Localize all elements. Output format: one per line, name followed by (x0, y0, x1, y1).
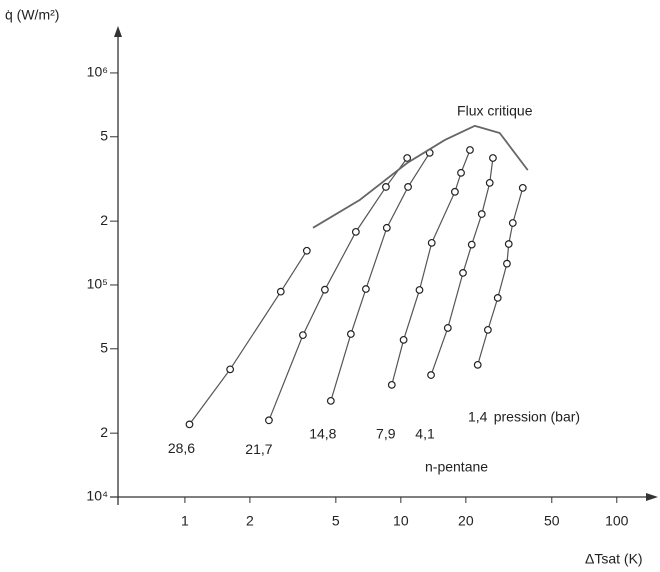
data-point (321, 285, 329, 294)
data-point (185, 420, 194, 429)
data-point (459, 269, 467, 277)
data-point (299, 331, 307, 340)
data-point (489, 154, 497, 162)
x-tick-label: 100 (605, 513, 629, 529)
y-tick-label: 5 (100, 127, 108, 143)
y-tick-label: 2 (100, 424, 108, 440)
y-axis-arrow (114, 26, 122, 37)
data-point (265, 416, 273, 425)
y-tick-label: 10⁶ (87, 64, 108, 80)
x-tick-label: 5 (332, 513, 340, 529)
x-tick-label: 10 (393, 513, 409, 529)
y-tick-label: 10⁵ (87, 276, 108, 292)
data-point (504, 240, 513, 248)
series-line (391, 149, 471, 386)
data-point (483, 325, 492, 334)
series-label: 21,7 (245, 441, 272, 457)
data-point (485, 178, 494, 187)
series-line (268, 157, 408, 421)
data-point (477, 210, 486, 218)
y-tick-label: 5 (100, 339, 108, 355)
data-point (326, 396, 335, 405)
data-point (508, 219, 517, 227)
series-line (312, 124, 529, 229)
x-tick-label: 20 (458, 513, 474, 529)
y-tick-label: 10⁴ (86, 488, 108, 504)
data-point (404, 183, 412, 191)
data-point (467, 240, 476, 249)
series-label: Flux critique (457, 103, 533, 119)
data-point (493, 293, 502, 302)
series-line (188, 250, 308, 425)
series-label: 4,1 (415, 426, 435, 442)
data-point (302, 246, 311, 255)
series-line (330, 152, 431, 402)
x-axis-arrow (646, 493, 658, 501)
data-point (443, 324, 452, 332)
data-point (427, 238, 436, 247)
data-point (427, 371, 435, 379)
data-point (351, 227, 360, 236)
data-point (403, 154, 412, 162)
data-point (457, 168, 465, 177)
series-label: 7,9 (376, 426, 396, 442)
data-point (346, 330, 355, 338)
x-tick-label: 2 (246, 513, 254, 529)
data-point (362, 285, 370, 293)
data-point (276, 287, 285, 296)
y-axis-label: q̇ (W/m²) (5, 7, 59, 23)
pressure-unit-label: pression (bar) (494, 409, 580, 425)
data-point (473, 360, 482, 369)
x-axis-label: ΔTsat (K) (585, 551, 643, 567)
x-tick-label: 1 (181, 513, 189, 529)
data-point (382, 223, 391, 232)
data-point (415, 286, 424, 294)
data-point (518, 183, 527, 192)
data-point (387, 380, 396, 389)
data-point (382, 183, 390, 191)
series-label: 14,8 (309, 426, 336, 442)
series-label: 1,4 (468, 409, 488, 425)
data-point (451, 187, 459, 196)
annotation: n-pentane (425, 459, 488, 475)
y-tick-label: 2 (100, 212, 108, 228)
series-label: 28,6 (168, 440, 195, 456)
x-tick-label: 50 (544, 513, 560, 529)
data-point (503, 259, 511, 268)
data-point (399, 335, 408, 344)
data-point (466, 146, 474, 154)
data-point (226, 365, 235, 374)
